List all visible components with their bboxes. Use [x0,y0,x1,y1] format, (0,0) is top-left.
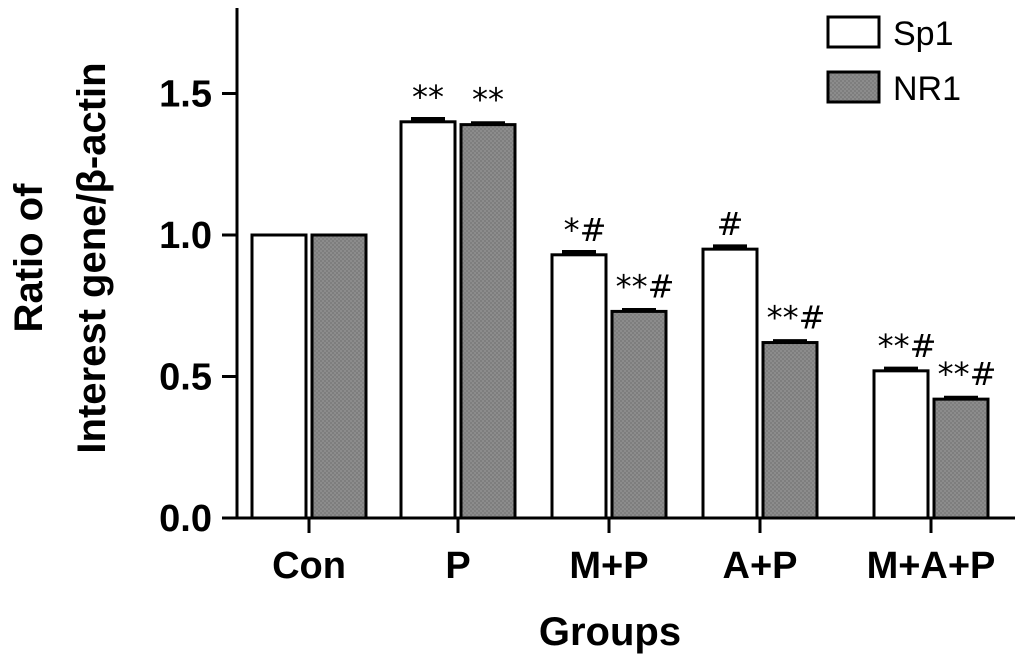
significance-label: **# [767,299,826,337]
x-axis-title: Groups [539,610,681,654]
bar-nr1-p [459,123,517,520]
legend-label-nr1: NR1 [893,70,961,108]
y-tick-label: 0.0 [159,498,212,540]
legend-label-sp1: Sp1 [893,15,954,53]
legend-swatch-nr1 [826,70,881,104]
y-tick-label: 0.5 [159,357,212,399]
significance-label: **# [938,355,997,393]
x-tick-label: A+P [723,545,798,587]
bar-sp1-a-p [701,247,759,520]
y-tick-label: 1.0 [159,215,212,257]
legend-swatch-sp1 [826,15,881,49]
y-tick-label: 1.5 [159,74,212,116]
y-axis-title-line2: Interest gene/β-actin [70,62,114,453]
x-tick-label: Con [272,545,346,587]
significance-label: ** [472,81,504,119]
significance-label: # [717,205,744,243]
bar-sp1-p [399,120,457,520]
bar-sp1-m-p [550,253,608,520]
y-axis-title-line1: Ratio of [7,183,51,333]
bar-nr1-m-a-p [932,397,990,520]
significance-label: ** [412,78,444,116]
bar-sp1-con [250,233,308,520]
x-tick-label: M+A+P [867,545,996,587]
significance-label: *# [564,211,607,249]
bar-nr1-a-p [761,341,819,520]
legend: Sp1 NR1 [826,15,961,108]
bar-nr1-m-p [610,309,668,520]
significance-label: **# [878,327,937,365]
bar-sp1-m-a-p [872,369,930,520]
x-tick-label: M+P [569,545,648,587]
significance-label: **# [616,267,675,305]
bar-nr1-con [310,233,368,520]
x-tick-label: P [445,545,470,587]
